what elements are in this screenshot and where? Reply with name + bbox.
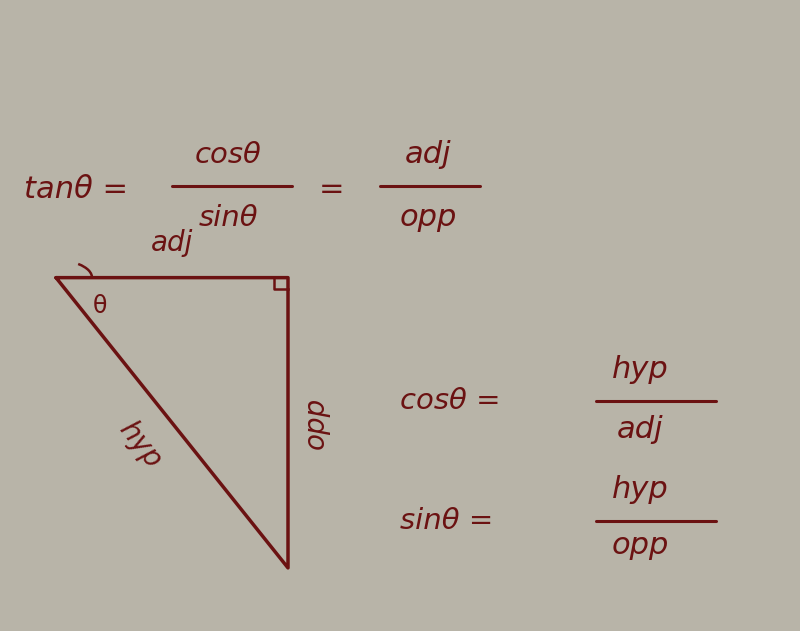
Text: adj: adj [151, 229, 193, 257]
Text: opp: opp [302, 397, 330, 449]
Text: tanθ =: tanθ = [24, 175, 128, 204]
Text: adj: adj [405, 140, 451, 169]
Text: hyp: hyp [113, 416, 167, 474]
Text: hyp: hyp [612, 475, 668, 504]
Text: sinθ =: sinθ = [400, 507, 494, 534]
Text: opp: opp [399, 203, 457, 232]
Text: cosθ: cosθ [194, 141, 262, 168]
Text: hyp: hyp [612, 355, 668, 384]
Text: =: = [319, 175, 345, 204]
Text: adj: adj [617, 415, 663, 444]
Text: sinθ: sinθ [198, 204, 258, 232]
Text: cosθ =: cosθ = [400, 387, 501, 415]
Text: opp: opp [611, 531, 669, 560]
Text: θ: θ [93, 294, 107, 318]
